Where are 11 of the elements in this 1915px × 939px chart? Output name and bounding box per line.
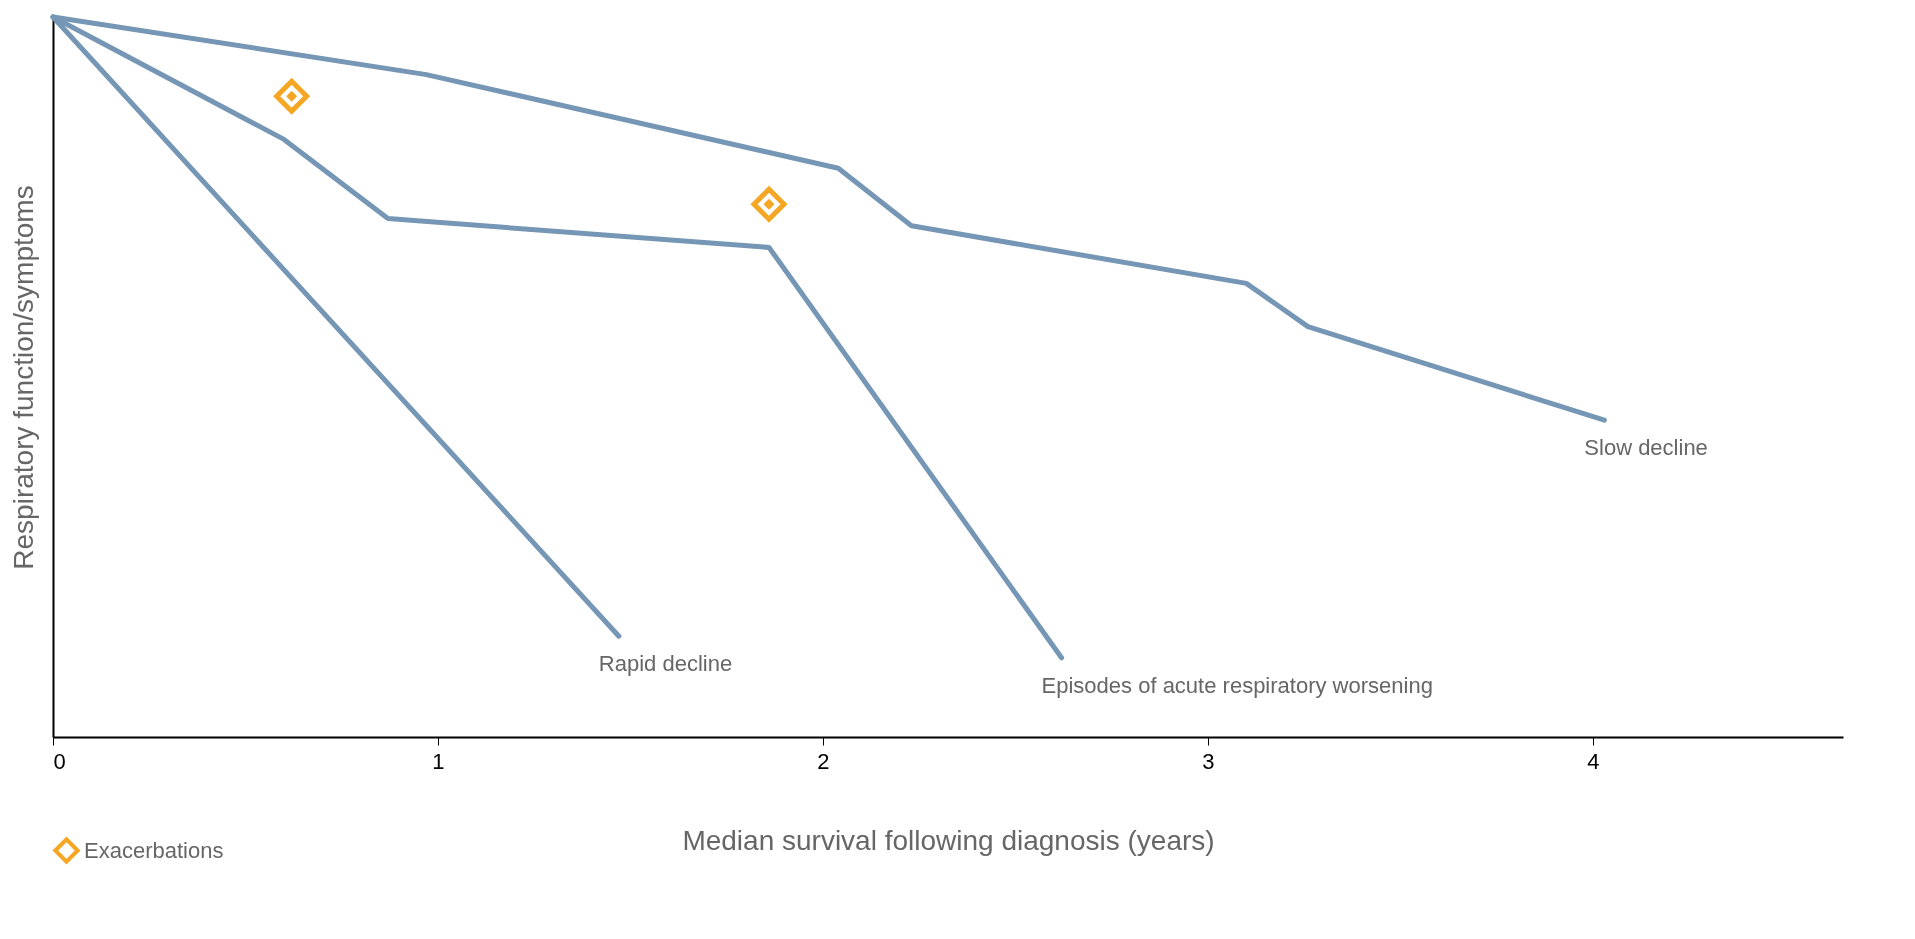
x-tick-label: 3 — [1202, 748, 1215, 774]
x-axis-title: Median survival following diagnosis (years) — [682, 824, 1215, 856]
x-tick-label: 4 — [1587, 748, 1600, 774]
series-label: Rapid decline — [598, 651, 733, 677]
legend-label: Exacerbations — [84, 837, 224, 863]
x-tick-label: 2 — [817, 748, 830, 774]
y-axis-title: Respiratory function/symptoms — [7, 185, 39, 570]
series-label: Slow decline — [1584, 435, 1708, 461]
x-tick-label: 0 — [53, 748, 66, 774]
series-label: Episodes of acute respiratory worsening — [1041, 672, 1433, 698]
x-tick-label: 1 — [432, 748, 445, 774]
